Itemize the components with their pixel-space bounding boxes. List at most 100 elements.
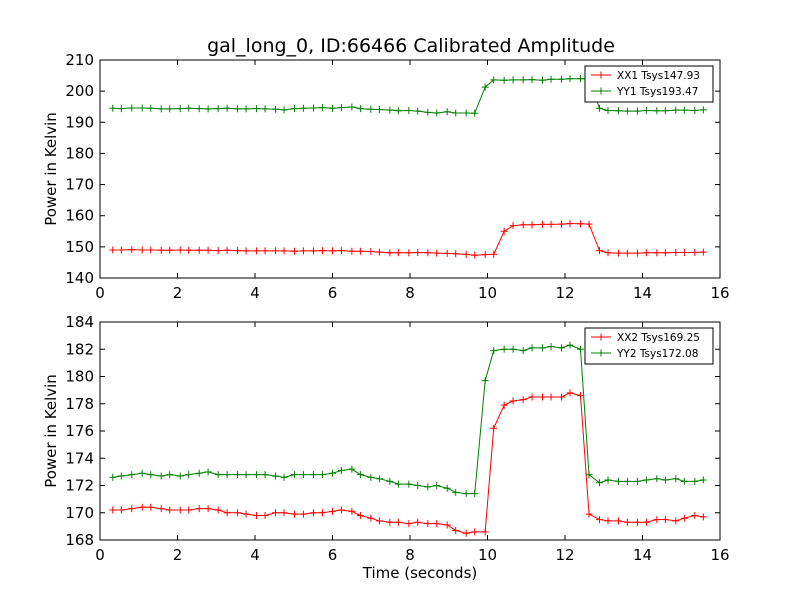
x-tick-label: 12 — [555, 284, 574, 302]
data-point — [253, 511, 261, 519]
data-point — [109, 473, 117, 481]
data-point — [375, 475, 383, 483]
legend-marker — [597, 71, 605, 79]
data-point — [443, 484, 451, 492]
x-tick-label: 4 — [250, 284, 260, 302]
data-point — [128, 505, 136, 513]
data-point — [337, 506, 345, 514]
data-point — [661, 107, 669, 115]
legend-marker — [597, 349, 605, 357]
data-point — [443, 108, 451, 116]
data-point — [595, 104, 603, 112]
data-point — [291, 105, 299, 113]
data-point — [577, 220, 584, 228]
data-point — [348, 507, 356, 515]
data-point — [234, 105, 242, 113]
data-point — [337, 467, 345, 475]
data-point — [691, 511, 699, 519]
legend-box — [584, 327, 714, 365]
data-point — [614, 249, 622, 257]
data-point — [291, 510, 299, 518]
data-point — [539, 76, 547, 84]
data-point — [405, 249, 413, 257]
data-point — [509, 397, 517, 405]
data-point — [185, 104, 193, 112]
data-point — [147, 246, 155, 254]
data-point — [462, 490, 470, 498]
data-point — [117, 246, 125, 254]
data-point — [223, 509, 231, 517]
data-point — [329, 469, 336, 477]
data-point — [595, 479, 603, 487]
data-point — [680, 514, 688, 522]
data-point — [528, 393, 536, 401]
data-point — [481, 377, 489, 385]
y-tick-label: 180 — [65, 144, 94, 162]
data-point — [414, 248, 422, 256]
y-tick-label: 180 — [65, 368, 94, 386]
data-point — [471, 109, 479, 117]
legend-box — [584, 65, 714, 103]
data-point — [157, 246, 165, 254]
data-point — [433, 109, 441, 117]
data-point — [147, 503, 155, 511]
data-point — [585, 220, 593, 228]
data-point — [539, 393, 547, 401]
data-point — [414, 482, 422, 489]
data-point — [558, 75, 566, 83]
data-point — [500, 401, 508, 409]
data-point — [166, 246, 174, 254]
data-point — [490, 347, 498, 355]
data-point — [528, 344, 536, 352]
data-point — [424, 520, 432, 528]
data-point — [452, 488, 460, 496]
data-point — [500, 76, 508, 84]
y-tick-label: 210 — [65, 51, 94, 69]
data-point — [699, 106, 707, 114]
data-point — [672, 106, 680, 114]
data-point — [185, 506, 193, 514]
data-point — [699, 476, 707, 484]
data-point — [566, 75, 574, 83]
data-point — [204, 505, 212, 513]
legend-marker — [597, 333, 605, 341]
data-point — [318, 471, 326, 479]
data-point — [299, 104, 307, 112]
data-point — [234, 509, 242, 517]
data-point — [176, 506, 184, 514]
data-point — [653, 107, 661, 115]
data-point — [242, 247, 250, 255]
x-tick-label: 8 — [405, 546, 415, 564]
data-point — [204, 246, 212, 254]
data-point — [147, 471, 155, 479]
data-point — [195, 505, 203, 513]
data-point — [623, 107, 631, 115]
data-point — [680, 106, 688, 114]
data-point — [223, 104, 231, 112]
data-point — [375, 248, 383, 256]
data-point — [261, 105, 269, 113]
data-point — [558, 344, 566, 352]
data-point — [117, 472, 125, 480]
data-point — [500, 345, 508, 353]
x-tick-label: 2 — [173, 284, 183, 302]
data-point — [471, 490, 479, 498]
data-point — [138, 503, 146, 511]
data-point — [337, 247, 345, 255]
data-point — [157, 472, 165, 480]
data-point — [214, 471, 222, 479]
data-point — [614, 517, 622, 525]
data-point — [490, 250, 498, 258]
data-point — [375, 517, 383, 525]
data-point — [234, 247, 242, 255]
data-point — [242, 510, 250, 518]
data-point — [204, 468, 212, 476]
data-point — [661, 476, 669, 484]
data-point — [623, 477, 631, 485]
data-point — [414, 107, 422, 115]
legend-label: XX2 Tsys169.25 — [617, 332, 700, 344]
data-point — [261, 247, 269, 255]
data-point — [223, 471, 231, 479]
data-point — [547, 343, 555, 351]
data-point — [614, 477, 622, 485]
